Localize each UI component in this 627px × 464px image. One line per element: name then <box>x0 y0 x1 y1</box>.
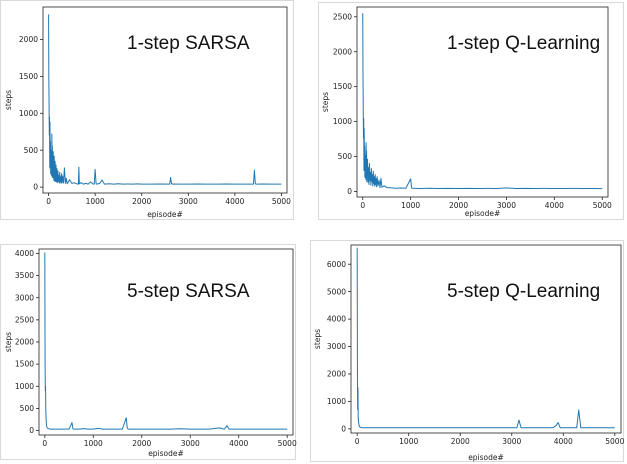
x-axis-label: episode# <box>468 453 504 462</box>
chart-svg: 0 1000 2000 3000 4000 5000 0 1000 2000 3000 4000 50… <box>311 241 625 463</box>
x-tick-label: 4000 <box>554 437 573 446</box>
x-tick-label: 2000 <box>451 437 470 446</box>
y-tick-label: 1500 <box>333 82 352 91</box>
y-tick-label: 1000 <box>15 382 34 391</box>
y-axis-label: steps <box>321 92 330 112</box>
chart-title: 5-step SARSA <box>127 281 250 302</box>
x-tick-label: 5000 <box>278 439 297 448</box>
y-tick-label: 2000 <box>333 47 352 56</box>
y-tick-label: 500 <box>338 152 353 161</box>
chart-title: 5-step Q-Learning <box>447 281 600 302</box>
x-tick-label: 1000 <box>399 437 418 446</box>
y-tick-label: 1500 <box>19 72 38 81</box>
y-tick-label: 2000 <box>19 35 38 44</box>
plot-frame <box>39 249 293 435</box>
x-tick-label: 4000 <box>225 197 244 206</box>
chart-svg: 0 1000 2000 3000 4000 5000 0 500 1000 1500 2000 epi… <box>1 1 295 221</box>
x-tick-label: 0 <box>46 197 51 206</box>
y-tick-label: 1000 <box>327 397 346 406</box>
chart-title: 1-step Q-Learning <box>447 33 600 54</box>
chart-title: 1-step SARSA <box>127 33 250 54</box>
chart-panel-5step-qlearning: 0 1000 2000 3000 4000 5000 0 1000 2000 3000 4000 50… <box>310 240 624 462</box>
y-tick-label: 2500 <box>333 12 352 21</box>
y-tick-label: 4000 <box>327 315 346 324</box>
x-axis-label: episode# <box>147 210 183 219</box>
x-tick-label: 2000 <box>132 439 151 448</box>
chart-svg: 0 1000 2000 3000 4000 50000500100015002000250… <box>319 3 625 221</box>
x-axis-label: episode# <box>148 449 184 458</box>
y-tick-label: 1000 <box>19 109 38 118</box>
y-axis-label: steps <box>4 90 13 110</box>
y-tick-label: 3000 <box>327 342 346 351</box>
x-tick-label: 0 <box>42 439 47 448</box>
y-tick-label: 0 <box>29 426 34 435</box>
chart-svg: 0 1000 2000 3000 4000 5000 0 500 1000 1500 2000 250… <box>1 245 297 461</box>
y-axis-label: steps <box>4 332 13 352</box>
y-tick-label: 3000 <box>15 293 34 302</box>
y-tick-label: 500 <box>20 404 35 413</box>
y-tick-label: 3500 <box>15 271 34 280</box>
y-tick-label: 4000 <box>15 249 34 258</box>
x-tick-label: 4000 <box>545 201 564 210</box>
x-tick-label: 3000 <box>179 197 198 206</box>
y-axis-label: steps <box>313 329 322 349</box>
x-tick-label: 5000 <box>605 437 624 446</box>
plot-frame <box>351 245 621 433</box>
x-tick-label: 5000 <box>593 201 612 210</box>
y-tick-label: 2000 <box>327 370 346 379</box>
x-tick-label: 0 <box>355 437 360 446</box>
x-tick-label: 4000 <box>229 439 248 448</box>
y-tick-label: 1500 <box>15 360 34 369</box>
series-line-steps <box>357 248 615 428</box>
chart-panel-1step-qlearning: 0 1000 2000 3000 4000 5000 0 500 1000 1500 2000 250… <box>318 2 624 220</box>
y-tick-label: 1000 <box>333 117 352 126</box>
y-tick-label: 2500 <box>15 315 34 324</box>
x-axis-label: episode# <box>465 209 501 218</box>
x-tick-label: 1000 <box>84 439 103 448</box>
y-tick-label: 0 <box>347 187 352 196</box>
x-tick-label: 0 <box>360 201 365 210</box>
chart-panel-5step-sarsa: 0 1000 2000 3000 4000 5000 0 500 1000 1500 2000 250… <box>0 244 296 460</box>
x-tick-label: 1000 <box>86 197 105 206</box>
y-tick-label: 5000 <box>327 287 346 296</box>
y-tick-label: 0 <box>33 183 38 192</box>
x-tick-label: 1000 <box>401 201 420 210</box>
chart-panel-1step-sarsa: 0 1000 2000 3000 4000 5000 0 500 1000 1500 2000 epi… <box>0 0 294 220</box>
series-line-steps <box>45 253 287 430</box>
x-tick-label: 3000 <box>502 437 521 446</box>
x-tick-label: 3000 <box>181 439 200 448</box>
y-tick-label: 2000 <box>15 338 34 347</box>
y-tick-label: 6000 <box>327 260 346 269</box>
x-tick-label: 2000 <box>132 197 151 206</box>
y-tick-label: 500 <box>24 146 39 155</box>
x-tick-label: 5000 <box>272 197 291 206</box>
y-tick-label: 0 <box>341 424 346 433</box>
